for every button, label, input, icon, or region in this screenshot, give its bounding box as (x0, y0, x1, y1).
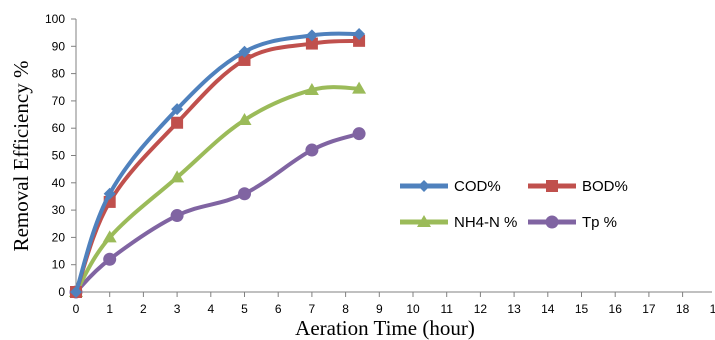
y-tick-label: 70 (52, 94, 66, 108)
data-point-series-1 (171, 103, 184, 116)
x-tick-label: 5 (241, 302, 248, 316)
y-axis-title: Removal Efficiency % (9, 61, 33, 252)
legend-marker (418, 180, 430, 192)
x-tick-label: 18 (676, 302, 690, 316)
y-tick-label: 40 (52, 176, 66, 190)
legend-label: BOD% (582, 178, 628, 195)
legend-label: COD% (454, 178, 501, 195)
y-tick-label: 10 (52, 258, 66, 272)
x-tick-label: 15 (575, 302, 589, 316)
data-point-series-4 (170, 209, 184, 223)
x-tick-label: 14 (541, 302, 555, 316)
x-tick-label: 4 (207, 302, 214, 316)
x-tick-label: 19 (710, 302, 715, 316)
data-point-series-2 (353, 34, 366, 47)
x-tick-label: 12 (474, 302, 488, 316)
y-tick-label: 100 (45, 12, 65, 26)
x-tick-label: 1 (106, 302, 113, 316)
y-tick-label: 0 (58, 285, 65, 299)
y-tick-label: 20 (52, 230, 66, 244)
legend-label: Tp % (582, 214, 617, 231)
data-point-series-2 (305, 37, 318, 50)
x-tick-label: 9 (376, 302, 383, 316)
x-tick-label: 8 (342, 302, 349, 316)
x-tick-label: 11 (440, 302, 453, 316)
x-tick-label: 0 (73, 302, 80, 316)
legend-marker (545, 215, 559, 229)
y-tick-label: 80 (52, 67, 66, 81)
x-tick-label: 6 (275, 302, 282, 316)
x-tick-label: 10 (406, 302, 420, 316)
x-axis-title: Aeration Time (hour) (295, 316, 475, 340)
x-tick-label: 16 (609, 302, 623, 316)
data-point-series-4 (305, 143, 319, 157)
y-tick-label: 50 (52, 149, 66, 163)
data-point-series-4 (352, 127, 366, 141)
x-tick-label: 17 (642, 302, 656, 316)
data-point-series-2 (171, 116, 184, 129)
data-point-series-1 (305, 29, 318, 42)
data-point-series-1 (353, 28, 366, 41)
x-tick-label: 13 (507, 302, 521, 316)
data-point-series-3 (170, 170, 185, 183)
y-tick-label: 60 (52, 121, 66, 135)
y-tick-label: 90 (52, 39, 66, 53)
x-tick-label: 7 (309, 302, 316, 316)
series-line-4 (74, 131, 362, 294)
data-point-series-1 (238, 45, 251, 58)
legend-marker (546, 180, 558, 192)
data-point-series-2 (238, 53, 251, 66)
data-point-series-3 (102, 230, 117, 243)
y-tick-label: 30 (52, 203, 66, 217)
data-point-series-3 (304, 82, 319, 95)
legend-marker (417, 215, 431, 227)
data-point-series-3 (237, 113, 252, 126)
data-point-series-4 (238, 187, 251, 201)
data-point-series-3 (352, 81, 367, 94)
x-tick-label: 2 (140, 302, 147, 316)
legend-label: NH4-N % (454, 214, 517, 231)
legend: COD% BOD% NH4-N % Tp % (400, 178, 628, 231)
data-point-series-1 (103, 187, 116, 200)
x-tick-label: 3 (174, 302, 181, 316)
data-point-series-4 (103, 252, 117, 266)
data-point-series-1 (70, 286, 82, 298)
